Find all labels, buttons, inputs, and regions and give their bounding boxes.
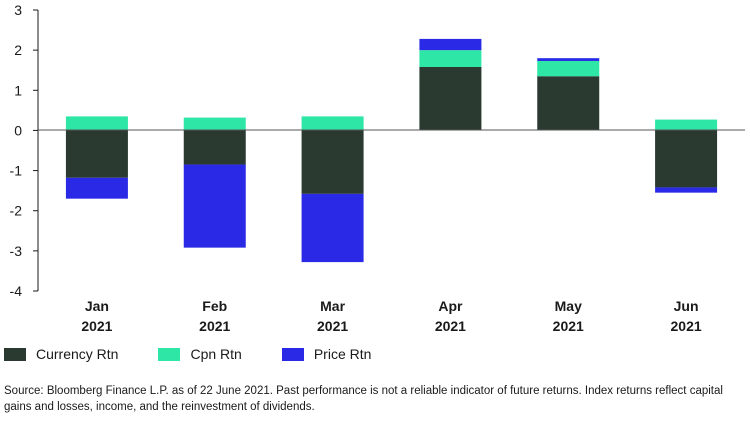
y-tick-label: -4 <box>10 283 23 299</box>
legend-label-currency: Currency Rtn <box>36 346 119 362</box>
legend-swatch-price <box>281 347 304 361</box>
legend: Currency Rtn Cpn Rtn Price Rtn <box>4 346 411 362</box>
x-category-year: 2021 <box>317 318 348 334</box>
bar-segment <box>537 58 600 61</box>
y-tick-label: 2 <box>14 42 22 58</box>
x-category-year: 2021 <box>435 318 466 334</box>
x-category-year: 2021 <box>199 318 230 334</box>
bar-segment <box>301 116 364 131</box>
bar-segment <box>301 130 364 194</box>
bar-segment <box>183 117 246 131</box>
legend-label-cpn: Cpn Rtn <box>190 346 242 362</box>
legend-item-cpn: Cpn Rtn <box>158 346 242 362</box>
x-category-month: May <box>555 298 582 314</box>
bar-segment <box>419 38 482 51</box>
x-category-month: Mar <box>320 298 345 314</box>
legend-item-price: Price Rtn <box>281 346 372 362</box>
bar-segment <box>65 116 128 131</box>
bar-segment <box>419 67 482 131</box>
legend-swatch-cpn <box>158 347 181 361</box>
bar-segment <box>537 60 600 77</box>
x-category-month: Feb <box>202 298 227 314</box>
y-tick-label: 0 <box>14 122 22 138</box>
y-tick-label: -2 <box>10 203 23 219</box>
legend-swatch-currency <box>4 347 26 361</box>
bar-segment <box>537 76 600 131</box>
y-tick-label: 3 <box>14 2 22 18</box>
bar-segment <box>655 187 718 193</box>
y-tick-label: 1 <box>14 82 22 98</box>
bar-segment <box>655 130 718 188</box>
bar-segment <box>65 130 128 178</box>
x-category-month: Jun <box>674 298 699 314</box>
y-tick-label: -1 <box>10 163 23 179</box>
legend-label-price: Price Rtn <box>313 346 372 362</box>
bar-segment <box>65 177 128 199</box>
bar-segment <box>655 119 718 131</box>
x-category-year: 2021 <box>671 318 702 334</box>
source-note: Source: Bloomberg Finance L.P. as of 22 … <box>4 385 723 413</box>
x-category-month: Apr <box>438 298 463 314</box>
y-tick-labels: 3 2 1 0 -1 -2 -3 -4 <box>10 2 38 299</box>
x-category-year: 2021 <box>81 318 112 334</box>
legend-item-currency: Currency Rtn <box>4 346 118 362</box>
bar-segment <box>301 193 364 263</box>
y-tick-label: -3 <box>10 243 23 259</box>
chart: 3 2 1 0 -1 -2 -3 -4 Jan 2021 Feb 2021 Mar 2021 Apr 202… <box>10 2 745 334</box>
bar-segment <box>419 50 482 68</box>
x-category-year: 2021 <box>553 318 584 334</box>
bar-segment <box>183 164 246 248</box>
x-category-month: Jan <box>85 298 109 314</box>
x-category-labels: Jan 2021 Feb 2021 Mar 2021 Apr 2021 May 2021 Jun 20… <box>81 298 702 334</box>
bar-segment <box>183 130 246 165</box>
bars <box>65 38 718 263</box>
